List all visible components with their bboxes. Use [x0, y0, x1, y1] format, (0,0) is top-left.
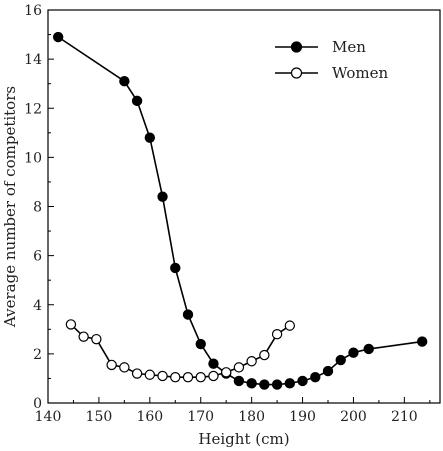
women-data-point: [271, 329, 283, 340]
men-data-point: [348, 347, 359, 358]
x-tick-label: 190: [289, 409, 316, 425]
women-data-point: [246, 356, 257, 367]
legend: Men Women: [275, 38, 389, 82]
men-data-point: [416, 336, 428, 347]
women-data-point: [119, 362, 130, 373]
y-tick-label: 12: [24, 101, 42, 117]
y-tick-label: 8: [33, 200, 42, 216]
men-data-point: [170, 262, 181, 274]
men-data-point: [259, 379, 270, 390]
men-data-point: [284, 378, 296, 389]
y-tick-label: 0: [33, 396, 42, 412]
women-data-point: [65, 319, 77, 330]
women-series-line: [70, 323, 291, 379]
y-tick-label: 16: [24, 3, 42, 19]
men-data-point: [157, 191, 168, 202]
x-tick-label: 210: [391, 409, 418, 425]
y-tick-label: 10: [24, 150, 42, 166]
legend-marker-men: [290, 41, 303, 53]
women-data-point: [233, 362, 245, 373]
women-data-point: [144, 369, 156, 380]
men-series-line: [57, 36, 423, 386]
women-data-point: [284, 320, 296, 331]
x-tick-label: 170: [187, 409, 214, 425]
women-data-point: [170, 372, 181, 383]
women-data-point: [78, 331, 89, 342]
men-data-point: [52, 31, 64, 43]
y-tick-label: 6: [33, 249, 42, 265]
men-data-point: [271, 379, 283, 390]
women-data-point: [131, 368, 143, 379]
x-tick-label: 180: [238, 409, 265, 425]
men-data-point: [195, 338, 206, 350]
men-data-point: [119, 76, 130, 87]
men-data-point: [233, 375, 245, 387]
men-data-point: [297, 375, 308, 387]
x-axis-title: Height (cm): [198, 430, 289, 448]
men-data-point: [208, 358, 219, 369]
y-tick-label: 14: [24, 52, 42, 68]
x-tick-label: 200: [340, 409, 367, 425]
women-data-point: [220, 367, 232, 378]
women-data-point: [157, 370, 168, 382]
men-data-point: [322, 365, 334, 377]
x-tick-label: 160: [136, 409, 163, 425]
legend-label-men: Men: [332, 38, 366, 56]
women-data-point: [182, 372, 194, 383]
women-data-point: [91, 333, 102, 345]
axis-ticks: 140 150 160 170 180 190 200 210 0 2 4 6 8 10 12 14 16: [24, 3, 431, 425]
women-data-point: [208, 370, 219, 382]
women-data-point: [106, 359, 117, 371]
men-data-point: [131, 95, 143, 107]
x-tick-label: 140: [35, 409, 62, 425]
men-data-point: [310, 372, 321, 383]
women-data-point: [259, 349, 270, 361]
men-data-point: [335, 354, 346, 366]
women-data-point: [195, 372, 206, 383]
legend-marker-women: [290, 67, 303, 79]
y-tick-label: 2: [33, 347, 42, 363]
legend-label-women: Women: [332, 64, 389, 82]
men-data-point: [246, 378, 257, 389]
chart-marks: [52, 31, 428, 390]
y-axis-title: Average number of competitors: [1, 86, 19, 328]
x-tick-label: 150: [86, 409, 113, 425]
men-data-point: [144, 132, 156, 143]
men-data-point: [182, 309, 194, 320]
y-tick-label: 4: [33, 298, 42, 314]
men-data-point: [363, 343, 374, 355]
